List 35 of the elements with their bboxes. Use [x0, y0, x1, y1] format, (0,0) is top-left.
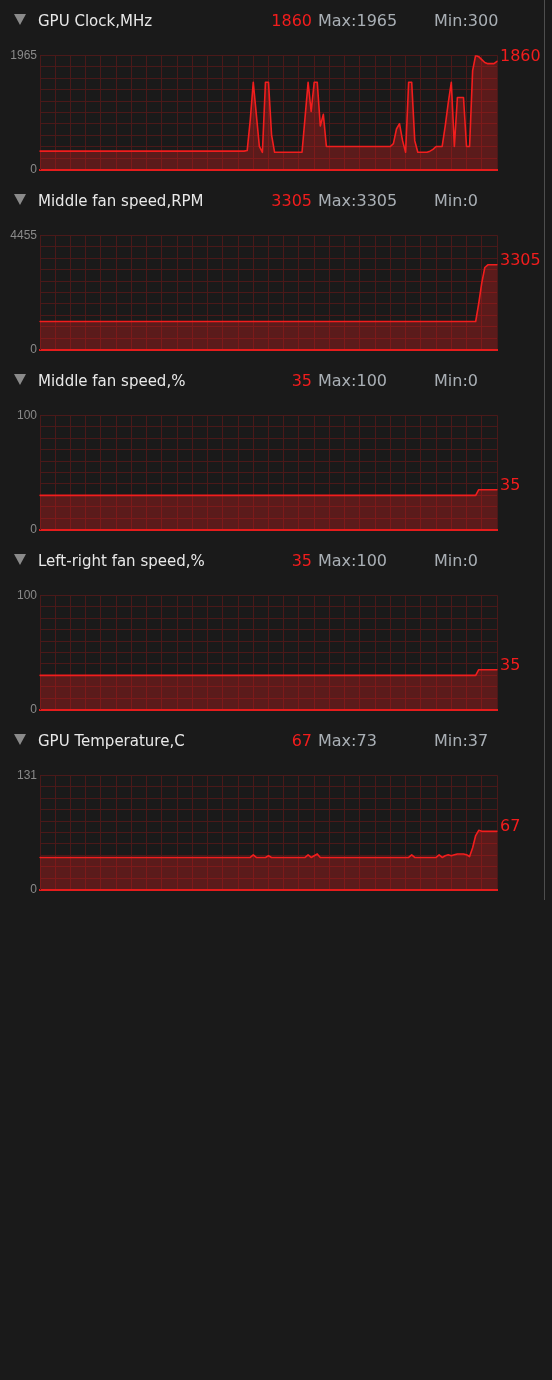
y-tick-label: 0 — [30, 882, 38, 897]
y-tick-label: 0 — [30, 702, 38, 717]
y-tick-label: 0 — [30, 522, 38, 537]
y-tick-label: 100 — [16, 407, 38, 422]
chart-title: GPU Temperature,C — [38, 732, 185, 750]
data-label: 1860 — [500, 46, 541, 66]
chart-title: Middle fan speed,% — [38, 372, 186, 390]
text: 67 — [291, 731, 312, 750]
y-tick-label: 100 — [16, 587, 38, 602]
text: 1860 — [271, 11, 312, 30]
text: Max:100 — [318, 371, 388, 390]
text: Min:0 — [434, 551, 478, 570]
data-label: 3305 — [500, 249, 541, 269]
text: Max:73 — [318, 731, 377, 750]
chart-title: Left-right fan speed,% — [38, 552, 205, 570]
y-tick-label: 0 — [30, 162, 38, 177]
chart-title: Middle fan speed,RPM — [38, 192, 204, 210]
text: Max:1965 — [318, 11, 398, 30]
y-tick-label: 131 — [16, 767, 38, 782]
text: Min:0 — [434, 191, 478, 210]
text: Max:100 — [318, 551, 388, 570]
text: Min:37 — [434, 731, 489, 750]
text: 3305 — [271, 191, 312, 210]
text: 35 — [291, 551, 312, 570]
chart-title: GPU Clock,MHz — [38, 12, 153, 30]
y-tick-label: 1965 — [10, 47, 38, 62]
text: Max:3305 — [318, 191, 398, 210]
text: 35 — [291, 371, 312, 390]
y-tick-label: 4455 — [10, 227, 38, 242]
data-label: 35 — [500, 654, 521, 674]
text: Min:0 — [434, 371, 478, 390]
data-label: 67 — [500, 816, 521, 836]
text: Min:300 — [434, 11, 499, 30]
data-label: 35 — [500, 474, 521, 494]
y-tick-label: 0 — [30, 342, 38, 357]
